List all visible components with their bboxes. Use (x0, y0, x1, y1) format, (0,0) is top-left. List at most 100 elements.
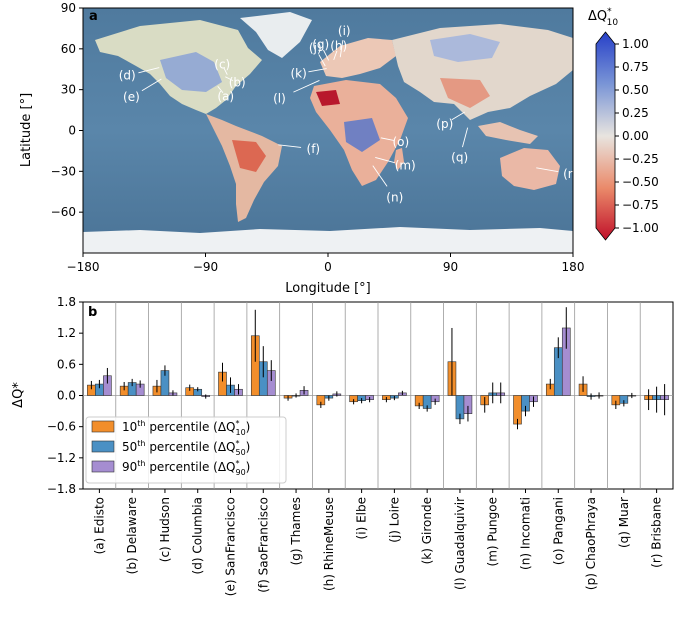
bar-x-tick-label: (j) Loire (387, 497, 401, 543)
bar-y-tick-label: 0.0 (57, 389, 76, 403)
bar-x-tick-label: (r) Brisbane (650, 497, 664, 568)
river-label: (h) (330, 39, 347, 53)
map-x-tick-label: 0 (324, 260, 332, 274)
legend-label: 10th percentile (ΔQ* 10) (122, 419, 250, 437)
africa-change-blue (344, 118, 380, 152)
bar-x-tick-label: (o) Pangani (551, 497, 565, 565)
madagascar-landmass (394, 148, 404, 170)
bar-x-tick-label: (n) Incomati (519, 497, 533, 570)
river-label: (b) (229, 76, 246, 90)
bar-x-tick-label: (h) RhineMeuse (322, 497, 336, 591)
bar-y-tick-label: 1.8 (57, 295, 76, 309)
colorbar-title: ΔQ* 10 (588, 7, 618, 28)
asia-change-blue (430, 34, 500, 62)
map-y-tick-label: −60 (51, 205, 76, 219)
bar-x-tick-label: (i) Elbe (355, 497, 369, 539)
bar-x-tick-label: (a) Edisto (92, 497, 106, 554)
colorbar-tick-label: 0.75 (622, 60, 649, 74)
legend-swatch (91, 460, 115, 473)
river-leader-line (141, 78, 162, 92)
river-leader-line (217, 85, 224, 94)
river-label: (r) (563, 167, 577, 181)
colorbar-tick-label: −0.75 (622, 198, 659, 212)
australia-landmass (500, 148, 560, 190)
europe-landmass (320, 38, 396, 78)
colorbar-tick-label: −0.25 (622, 152, 659, 166)
map-x-tick-label: −180 (67, 260, 100, 274)
river-leader-line (375, 157, 395, 164)
bar-x-tick-label: (f) SaoFrancisco (256, 497, 270, 593)
bar-y-axis-label: ΔQ* (11, 382, 26, 408)
map-x-axis: −180 −90 0 90 180 (67, 253, 585, 274)
river-label: (j) (309, 41, 322, 55)
river-label: (e) (123, 90, 140, 104)
map-y-axis: 90 60 30 0 −30 −60 (51, 1, 83, 219)
africa-change-red (316, 90, 340, 106)
bar-x-tick-label: (c) Hudson (158, 497, 172, 562)
river-leader-line (380, 137, 394, 141)
river-label: (n) (386, 191, 403, 205)
river-leader-line (318, 54, 326, 67)
river-leader-line (323, 49, 330, 61)
legend-label: 90th percentile (ΔQ* 90) (122, 459, 250, 477)
bar-x-tick-label: (b) Delaware (125, 497, 139, 574)
bar-x-tick-label: (p) ChaoPhraya (584, 497, 598, 590)
colorbar-tick-label: −1.00 (622, 221, 659, 235)
colorbar-tick-label: 0.25 (622, 106, 649, 120)
colorbar-gradient (595, 31, 616, 241)
legend-swatch (91, 440, 115, 453)
map-y-tick-label: 30 (61, 83, 76, 97)
asia-change-red (440, 78, 490, 108)
bar-y-tick-label: 1.2 (57, 326, 76, 340)
map-x-tick-label: 90 (443, 260, 458, 274)
panel-b-label: b (88, 305, 97, 320)
bar-x-tick-label: (l) Guadalquivir (453, 497, 467, 590)
river-label: (o) (392, 135, 409, 149)
bar-x-tick-label: (e) SanFrancisco (224, 497, 238, 596)
river-label: (c) (214, 58, 230, 72)
river-label: (k) (290, 67, 306, 81)
legend: 10th percentile (ΔQ* 10) 50th percentile (… (85, 416, 287, 484)
river-leader-line (536, 167, 559, 173)
bar-x-tick-label: (m) Pungoe (486, 497, 500, 566)
bar-x-axis: (a) Edisto (b) Delaware (c) Hudson (d) Colu… (92, 489, 664, 596)
river-leader-line (223, 67, 228, 75)
river-label: (f) (307, 142, 321, 156)
river-leader-line (225, 76, 234, 82)
map-y-tick-label: 0 (68, 124, 76, 138)
colorbar-tick-label: 0.00 (622, 129, 649, 143)
bar-y-tick-label: 0.6 (57, 357, 76, 371)
map-x-tick-label: 180 (562, 260, 585, 274)
bar-y-tick-label: −0.6 (47, 420, 76, 434)
map-x-axis-label: Longitude [°] (285, 281, 370, 296)
map-y-axis-label: Latitude [°] (19, 93, 34, 167)
map-x-tick-label: −90 (193, 260, 218, 274)
bar-x-tick-label: (k) Gironde (420, 497, 434, 564)
map-y-tick-label: 60 (61, 42, 76, 56)
river-label: (q) (451, 151, 468, 165)
river-leader-line (462, 127, 469, 148)
river-leader-line (333, 50, 338, 61)
south-america-change (232, 140, 266, 172)
river-leader-line (278, 144, 302, 148)
north-america-change (160, 52, 222, 92)
southeast-asia-islands (478, 122, 538, 144)
river-leader-line (339, 40, 344, 58)
bar-panel: 1.8 1.2 0.6 0.0 −0.6 −1.2 −1.8 (a) Edisto (b) D… (11, 295, 674, 596)
river-label: (g) (312, 37, 329, 51)
river-leader-line (372, 165, 388, 187)
bar-y-tick-label: −1.8 (47, 482, 76, 496)
colorbar-tick-label: 0.50 (622, 83, 649, 97)
bar-x-tick-label: (q) Muar (617, 497, 631, 548)
map-y-tick-label: 90 (61, 1, 76, 15)
bar-y-tick-label: −1.2 (47, 451, 76, 465)
map-y-tick-label: −30 (51, 164, 76, 178)
river-leader-line (308, 68, 327, 73)
river-label: (l) (273, 91, 286, 105)
river-leader-line (451, 111, 466, 121)
river-leader-line (293, 80, 320, 93)
legend-swatch (91, 420, 115, 433)
river-label: (a) (217, 89, 234, 103)
antarctica-landmass (83, 227, 573, 253)
